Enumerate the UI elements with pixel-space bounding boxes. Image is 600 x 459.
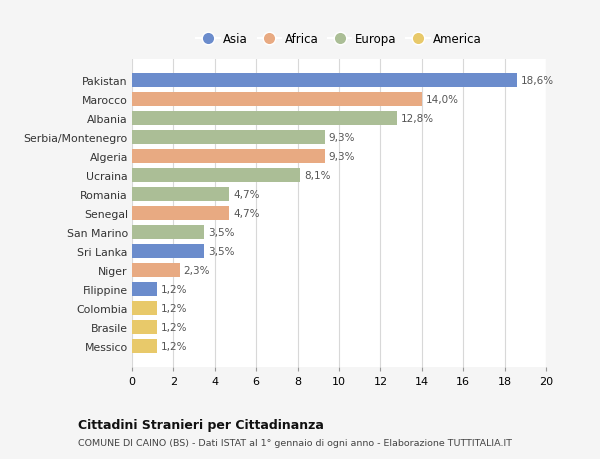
Text: COMUNE DI CAINO (BS) - Dati ISTAT al 1° gennaio di ogni anno - Elaborazione TUTT: COMUNE DI CAINO (BS) - Dati ISTAT al 1° …	[78, 438, 512, 448]
Text: 1,2%: 1,2%	[161, 322, 187, 332]
Text: 1,2%: 1,2%	[161, 303, 187, 313]
Bar	[132, 340, 157, 353]
Bar	[132, 245, 205, 258]
Text: 8,1%: 8,1%	[304, 170, 331, 180]
Text: 3,5%: 3,5%	[209, 228, 235, 237]
Bar	[132, 188, 229, 202]
Text: Cittadini Stranieri per Cittadinanza: Cittadini Stranieri per Cittadinanza	[78, 418, 324, 431]
Bar	[132, 150, 325, 163]
Text: 9,3%: 9,3%	[329, 133, 355, 142]
Bar	[132, 283, 157, 296]
Bar	[132, 263, 179, 277]
Text: 4,7%: 4,7%	[233, 208, 260, 218]
Text: 3,5%: 3,5%	[209, 246, 235, 257]
Bar	[132, 207, 229, 220]
Text: 18,6%: 18,6%	[521, 75, 554, 85]
Legend: Asia, Africa, Europa, America: Asia, Africa, Europa, America	[191, 28, 487, 51]
Bar	[132, 225, 205, 239]
Bar	[132, 168, 299, 182]
Text: 1,2%: 1,2%	[161, 285, 187, 294]
Text: 12,8%: 12,8%	[401, 113, 434, 123]
Text: 1,2%: 1,2%	[161, 341, 187, 352]
Bar	[132, 320, 157, 334]
Bar	[132, 131, 325, 144]
Text: 4,7%: 4,7%	[233, 190, 260, 199]
Text: 2,3%: 2,3%	[184, 265, 210, 275]
Bar	[132, 112, 397, 125]
Bar	[132, 73, 517, 87]
Text: 14,0%: 14,0%	[426, 95, 459, 105]
Bar	[132, 302, 157, 315]
Text: 9,3%: 9,3%	[329, 151, 355, 162]
Bar	[132, 93, 422, 106]
